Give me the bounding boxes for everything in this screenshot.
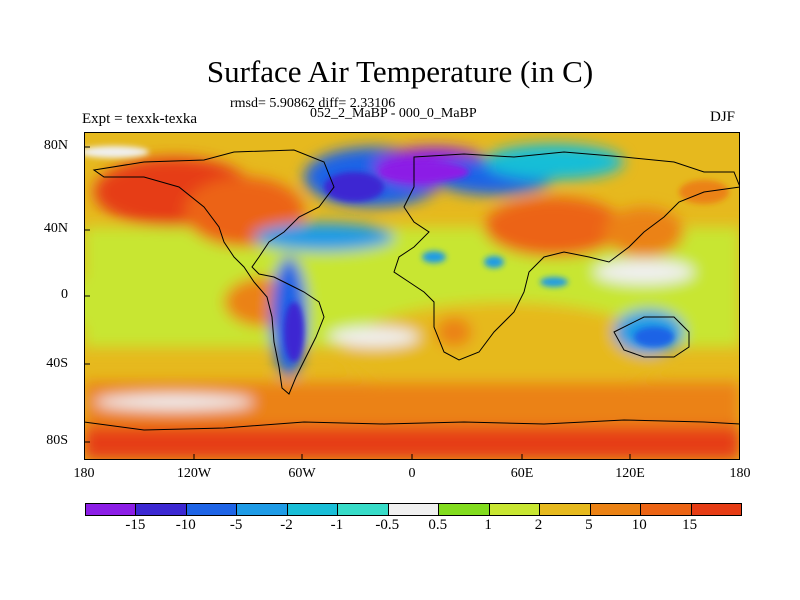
colorbar-label: -15 [125, 517, 146, 533]
coastlines [84, 149, 740, 431]
lon-tick-label: 180 [73, 466, 95, 481]
tick-marks [84, 146, 631, 460]
colorbar-label: 0.5 [428, 517, 448, 533]
colorbar-label: 15 [682, 517, 698, 533]
colorbar-label: 5 [585, 517, 593, 533]
experiment-label: Expt = texxk-texka [82, 111, 198, 127]
colorbar-swatch [388, 504, 440, 515]
lat-tick-label: 80N [43, 138, 68, 153]
temperature-map [84, 132, 740, 460]
lat-tick-label: 40S [46, 356, 68, 371]
lat-tick-label: 80S [46, 433, 68, 448]
lat-tick-label: 0 [61, 287, 68, 302]
colorbar-label: -5 [229, 517, 243, 533]
map-plot [84, 132, 740, 460]
colorbar-swatch [641, 504, 692, 515]
colorbar-swatch [691, 504, 742, 515]
lon-tick-label: 0 [408, 466, 416, 481]
colorbar-swatch [136, 504, 187, 515]
colorbar-label: 1 [484, 517, 492, 533]
colorbar [85, 503, 742, 516]
stats-text: rmsd= 5.90862 diff= 2.33106 [230, 96, 396, 111]
colorbar-swatch [86, 504, 137, 515]
colorbar-swatch [540, 504, 591, 515]
lon-tick-label: 180 [729, 466, 751, 481]
season-label: DJF [710, 109, 736, 125]
temperature-detail [84, 146, 729, 362]
colorbar-label: 10 [631, 517, 647, 533]
colorbar-swatch [338, 504, 389, 515]
lon-tick-label: 120E [615, 466, 645, 481]
lat-tick-label: 40N [43, 221, 68, 236]
temperature-field [84, 144, 740, 460]
colorbar-label: 2 [534, 517, 543, 533]
colorbar-label: -10 [175, 517, 196, 533]
map-title: Surface Air Temperature (in C) [206, 54, 594, 89]
colorbar-label: -2 [280, 517, 293, 533]
colorbar-swatch [237, 504, 288, 515]
colorbar-swatch [439, 504, 490, 515]
colorbar-label: -1 [330, 517, 344, 533]
experiment-period-subtitle: 052_2_MaBP - 000_0_MaBP [310, 106, 477, 121]
colorbar-swatch [489, 504, 541, 515]
lon-tick-label: 60W [288, 466, 316, 481]
lon-tick-label: 120W [176, 466, 212, 481]
colorbar-swatch [590, 504, 642, 515]
colorbar-swatch [186, 504, 238, 515]
colorbar-label: -0.5 [375, 517, 400, 533]
lon-tick-label: 60E [510, 466, 534, 481]
colorbar-swatch [287, 504, 339, 515]
